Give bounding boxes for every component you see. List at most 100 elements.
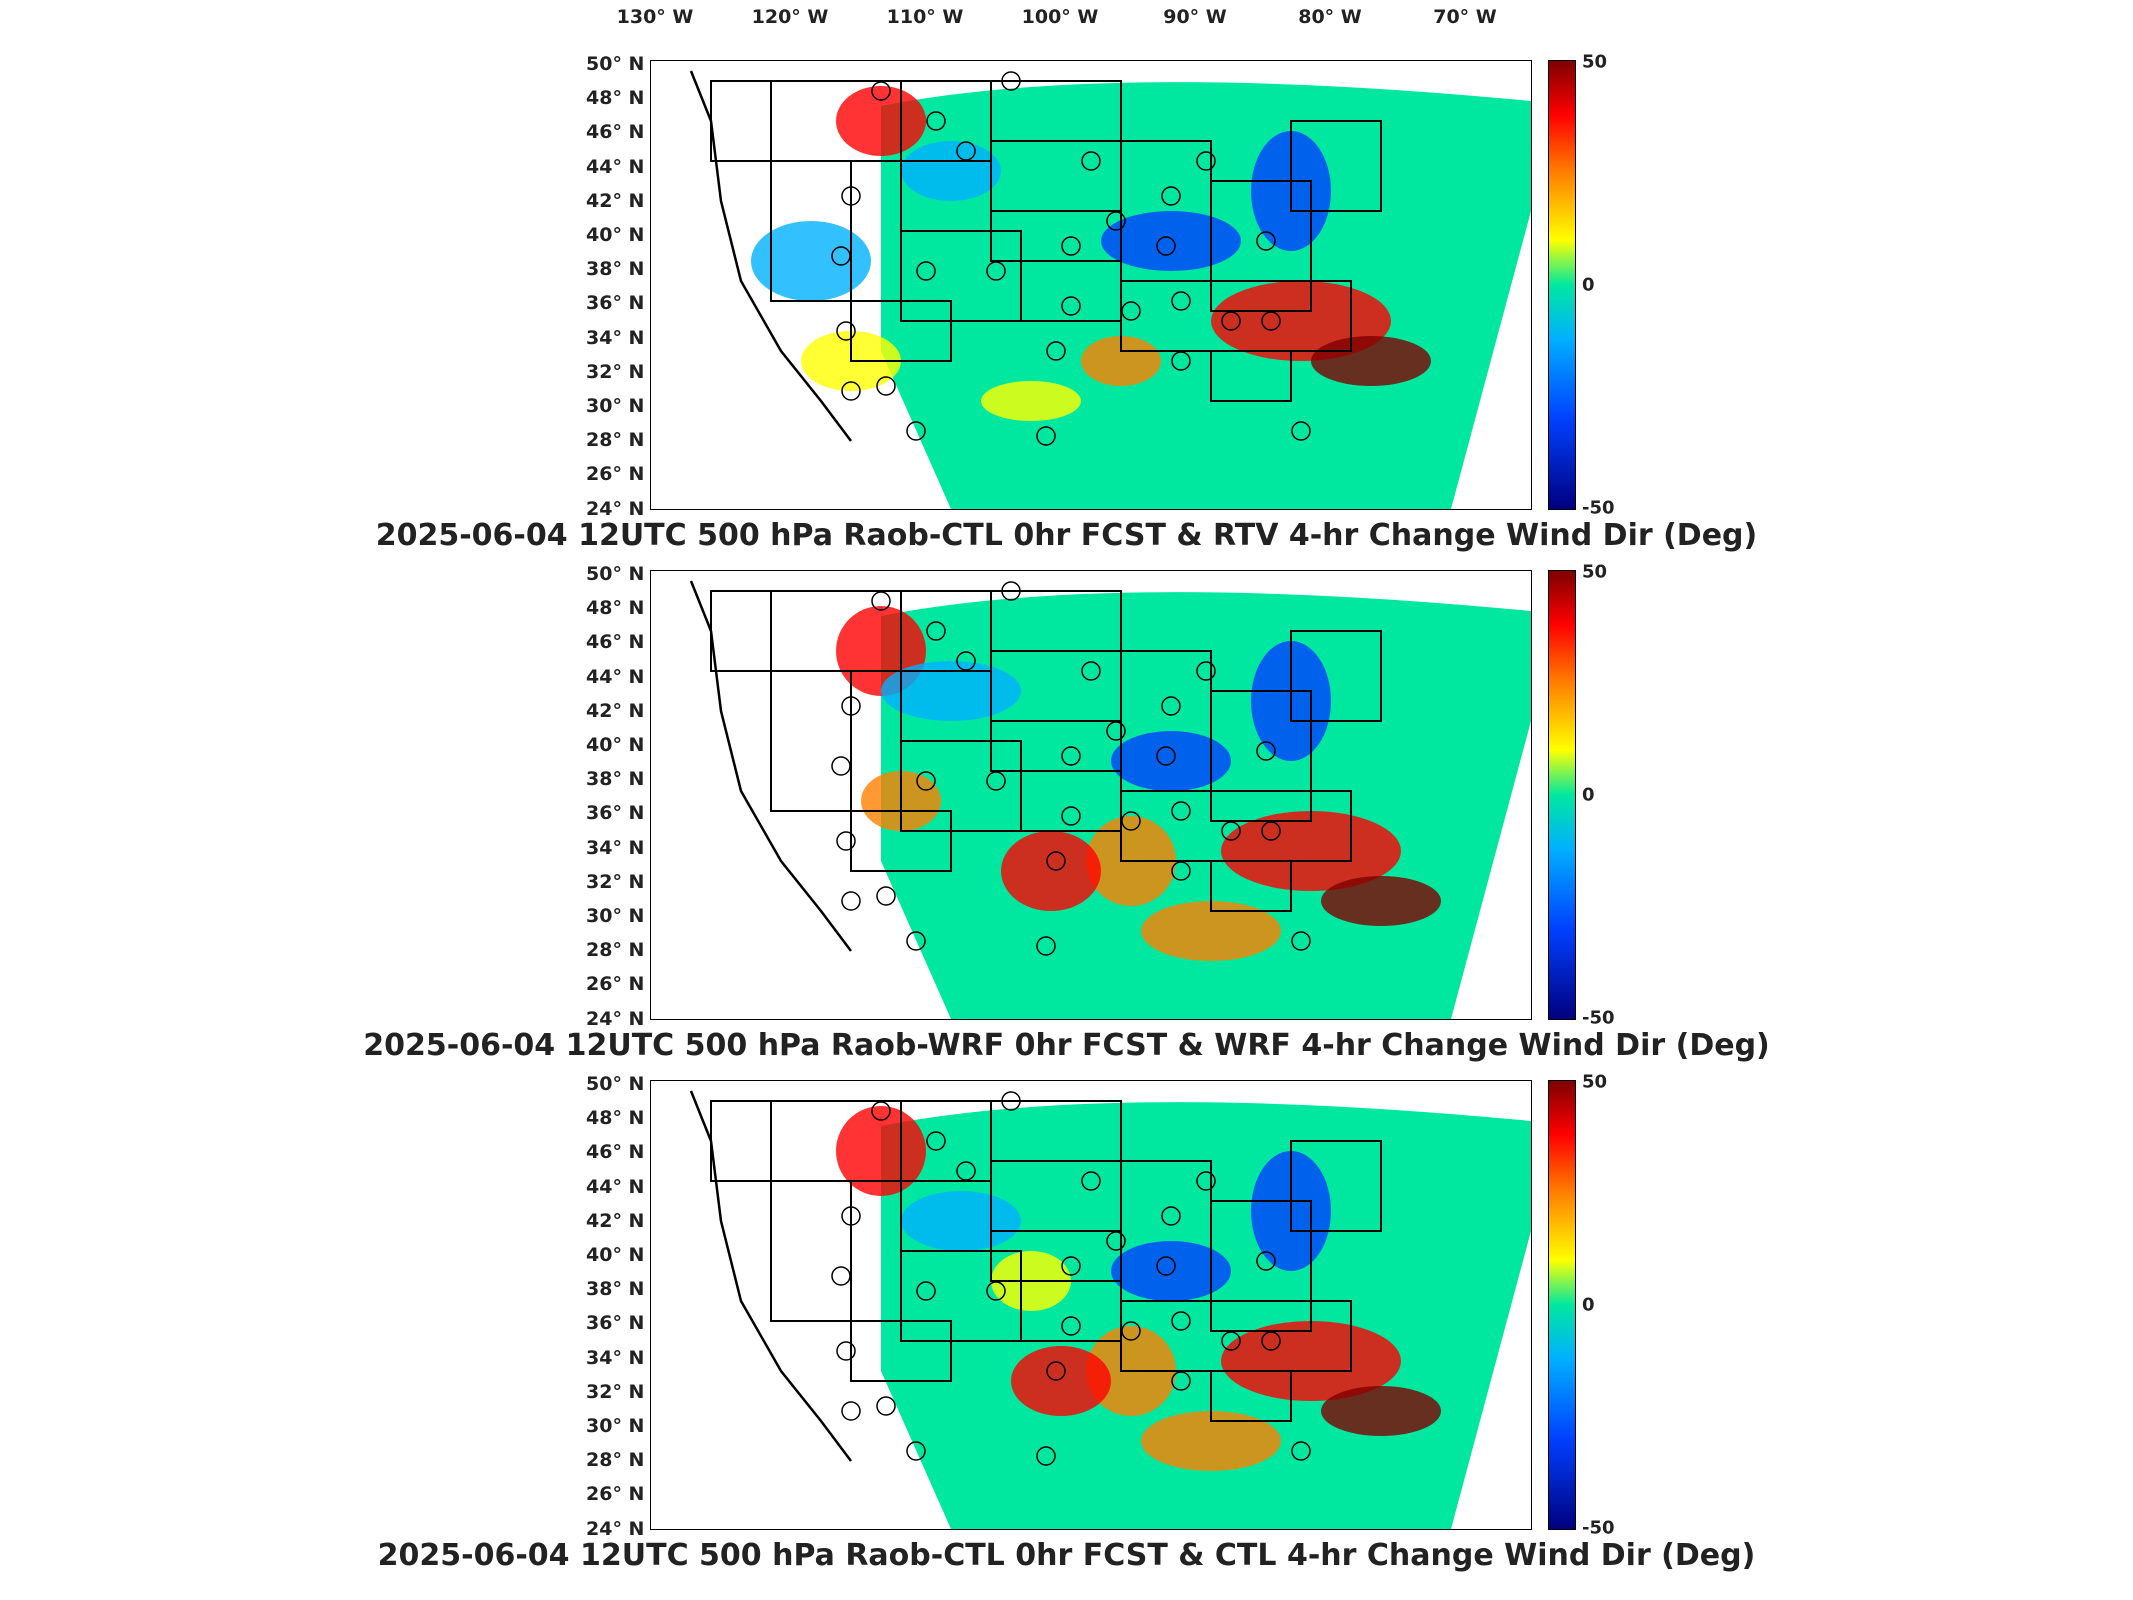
lat-label: 34° N [586,1346,645,1369]
raob-station-marker [1001,581,1021,601]
raob-station-marker [906,931,926,951]
raob-station-marker [1256,231,1276,251]
colorbar-mid-label: 0 [1582,1294,1595,1316]
colorbar-max-label: 50 [1582,1071,1608,1093]
longitude-axis: 130° W 120° W 110° W 100° W 90° W 80° W … [0,0,2133,40]
raob-station-marker [876,1396,896,1416]
lat-label: 40° N [586,224,645,246]
raob-station-marker [1261,821,1281,841]
map-frame [650,1080,1532,1530]
lat-label: 38° N [586,768,645,791]
raob-station-marker [1256,1251,1276,1271]
colorbar [1548,60,1576,510]
raob-station-marker [1221,311,1241,331]
lat-label: 36° N [586,292,645,315]
lat-label: 46° N [586,121,645,144]
lat-label: 36° N [586,802,645,825]
raob-station-marker [1261,311,1281,331]
raob-station-marker [906,1441,926,1461]
raob-station-marker [1106,211,1126,231]
raob-station-marker [1081,661,1101,681]
raob-station-marker [871,81,891,101]
raob-station-marker [1036,936,1056,956]
raob-station-marker [1171,801,1191,821]
raob-station-marker [1256,741,1276,761]
lat-label: 44° N [586,155,645,178]
state-boundary [710,1100,772,1182]
raob-station-marker [1221,1331,1241,1351]
colorbar-min-label: -50 [1582,1007,1615,1029]
lat-label: 38° N [586,1278,645,1301]
raob-station-marker [871,591,891,611]
state-boundary [1210,690,1312,822]
raob-station-marker [831,756,851,776]
raob-station-marker [1161,696,1181,716]
wind-change-region [1001,831,1101,911]
lat-label: 34° N [586,326,645,349]
map-frame [650,60,1532,510]
lat-label: 46° N [586,631,645,654]
lat-label: 48° N [586,87,645,110]
raob-station-marker [1196,1171,1216,1191]
state-boundary [1210,1370,1292,1422]
lat-label: 30° N [586,395,645,417]
wind-direction-map [689,1090,1531,1529]
raob-station-marker [1061,746,1081,766]
lat-label: 32° N [586,870,645,893]
raob-station-marker [841,381,861,401]
raob-station-marker [986,771,1006,791]
colorbar-mid-label: 0 [1582,784,1595,806]
raob-station-marker [1061,296,1081,316]
raob-station-marker [1291,931,1311,951]
lat-label: 28° N [586,939,645,962]
raob-station-marker [926,1131,946,1151]
raob-station-marker [1171,291,1191,311]
lat-label: 30° N [586,905,645,927]
raob-station-marker [916,771,936,791]
raob-station-marker [1061,806,1081,826]
raob-station-marker [1156,236,1176,256]
state-boundary [1290,120,1382,212]
state-boundary [850,810,952,872]
raob-station-marker [1046,851,1066,871]
lat-label: 50° N [586,53,645,75]
state-boundary [1210,860,1292,912]
raob-station-marker [831,246,851,266]
panel-title: 2025-06-04 12UTC 500 hPa Raob-CTL 0hr FC… [375,518,1758,553]
raob-station-marker [1161,1206,1181,1226]
raob-station-marker [1121,301,1141,321]
colorbar-min-label: -50 [1582,497,1615,519]
raob-station-marker [871,1101,891,1121]
map-panel-1: 50° N 48° N 46° N 44° N 42° N 40° N 38° N 36° N… [0,52,2133,570]
lat-label: 24° N [586,497,645,520]
lat-label: 32° N [586,360,645,383]
wind-change-region [1321,876,1441,926]
raob-station-marker [876,376,896,396]
raob-station-marker [1106,721,1126,741]
raob-station-marker [986,261,1006,281]
raob-station-marker [926,621,946,641]
raob-station-marker [1081,1171,1101,1191]
colorbar-max-label: 50 [1582,561,1608,583]
wind-change-region [1111,731,1231,791]
raob-station-marker [1261,1331,1281,1351]
raob-station-marker [1291,421,1311,441]
wind-direction-map [689,70,1531,509]
lat-label: 42° N [586,699,645,722]
lon-label-90w: 90° W [1163,6,1227,28]
lat-label: 48° N [586,597,645,620]
lat-label: 50° N [586,1073,645,1095]
raob-station-marker [876,886,896,906]
map-panel-2: 50° N 48° N 46° N 44° N 42° N 40° N 38° N 36° N… [0,562,2133,1080]
raob-station-marker [1036,426,1056,446]
panel-title: 2025-06-04 12UTC 500 hPa Raob-CTL 0hr FC… [377,1538,1756,1573]
lat-label: 34° N [586,836,645,859]
raob-station-marker [836,321,856,341]
panel-title: 2025-06-04 12UTC 500 hPa Raob-WRF 0hr FC… [363,1028,1770,1063]
coastline [689,70,852,442]
raob-station-marker [1196,661,1216,681]
raob-station-marker [1001,71,1021,91]
raob-station-marker [1081,151,1101,171]
raob-station-marker [956,1161,976,1181]
colorbar-mid-label: 0 [1582,274,1595,296]
